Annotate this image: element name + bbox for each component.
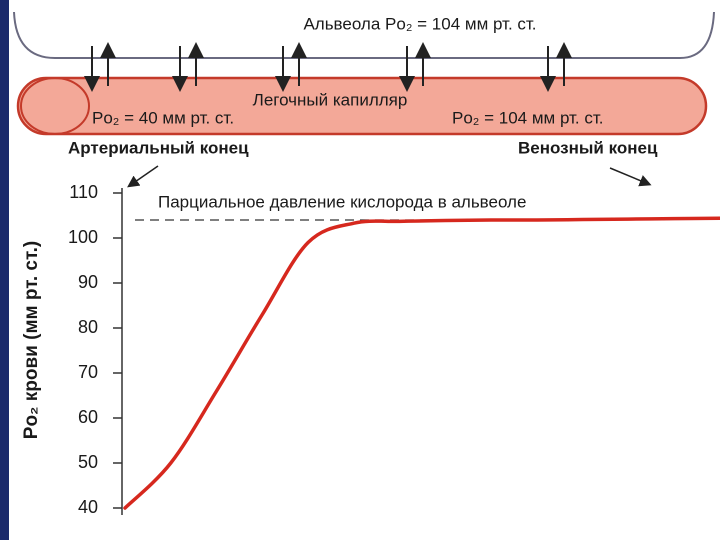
capillary-end — [20, 77, 90, 135]
venous-po2: Po₂ = 104 мм рт. ст. — [452, 108, 604, 127]
y-tick-label: 70 — [78, 362, 98, 382]
capillary — [16, 76, 708, 136]
y-tick-label: 110 — [69, 182, 98, 202]
y-tick-label: 90 — [78, 272, 98, 292]
capillary-label: Легочный капилляр — [253, 90, 408, 109]
arterial-end: Артериальный конец — [68, 138, 249, 157]
y-tick-label: 40 — [78, 497, 98, 517]
venous-end: Венозный конец — [518, 138, 658, 157]
y-tick-label: 100 — [68, 227, 98, 247]
alveolus-wall — [13, 11, 715, 59]
data-line — [123, 216, 720, 510]
y-tick-label: 60 — [78, 407, 98, 427]
pointer — [609, 167, 652, 187]
y-axis-label: Po₂ крови (мм рт. ст.) — [21, 241, 42, 439]
alveolus-label: Альвеола Po₂ = 104 мм рт. ст. — [303, 14, 536, 33]
reference-label: Парциальное давление кислорода в альвеол… — [158, 192, 526, 211]
arterial-po2: Po₂ = 40 мм рт. ст. — [92, 108, 234, 127]
y-tick-label: 80 — [78, 317, 98, 337]
exchange-arrows — [84, 42, 572, 92]
slide-edge — [0, 0, 9, 540]
y-tick-label: 50 — [78, 452, 98, 472]
pointer — [127, 165, 159, 188]
